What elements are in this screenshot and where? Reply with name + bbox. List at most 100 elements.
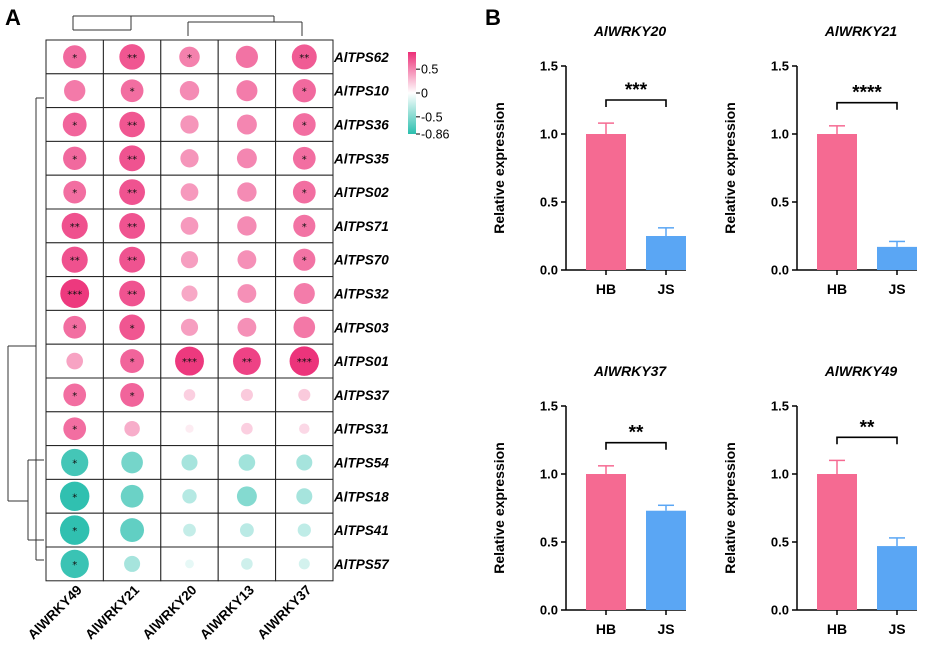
x-tick-label: JS: [888, 621, 905, 637]
row-label: AlTPS18: [333, 489, 389, 504]
bubble: [59, 481, 90, 512]
significance-star: *: [302, 256, 307, 267]
y-tick-label: 0.0: [771, 263, 789, 278]
panel-label-a: A: [5, 5, 21, 30]
significance-label: ****: [852, 83, 882, 104]
significance-star: *: [187, 53, 192, 64]
bubble: [237, 284, 257, 303]
significance-star: **: [127, 188, 137, 199]
bubble: [60, 549, 89, 579]
y-tick-label: 1.0: [771, 467, 789, 482]
significance-star: *: [130, 87, 135, 98]
bubble: [236, 114, 257, 135]
bubble: [121, 451, 143, 474]
bar: [877, 246, 917, 270]
bar-charts: AlWRKY20 Relative expression 0.0 0.5 1.0 1.5 H…: [491, 23, 917, 637]
heatmap-cell: [217, 73, 277, 109]
row-label: AlTPS54: [333, 456, 389, 471]
bubble: [293, 282, 315, 305]
significance-star: **: [242, 357, 252, 368]
bubble: [66, 352, 84, 370]
significance-star: *: [130, 391, 135, 402]
bar: [646, 236, 686, 270]
bubble: [292, 79, 316, 103]
bar: [817, 134, 857, 270]
bubble: [233, 347, 261, 375]
bubble: [241, 558, 253, 570]
y-tick-label: 1.0: [540, 127, 558, 142]
significance-star: **: [70, 222, 80, 233]
colorbar-tick-label: 0.5: [421, 63, 438, 77]
bubble: [185, 424, 194, 433]
significance-star: ***: [67, 290, 82, 301]
significance-star: *: [130, 323, 135, 334]
bubble: [185, 559, 194, 569]
bubble: [236, 148, 257, 169]
significance-star: *: [302, 154, 307, 165]
bubble: [120, 349, 145, 374]
bubble: [237, 250, 257, 270]
row-label: AlTPS03: [333, 320, 389, 335]
bubble: [180, 149, 199, 168]
significance-star: *: [72, 188, 77, 199]
y-tick-label: 0.5: [540, 195, 558, 210]
bubble: [183, 523, 196, 537]
bar-chart-AlWRKY20: AlWRKY20 Relative expression 0.0 0.5 1.0 1.5 H…: [491, 23, 686, 297]
bubble: [120, 484, 144, 508]
bar-chart-title: AlWRKY20: [593, 23, 667, 39]
row-label: AlTPS57: [333, 557, 390, 572]
y-tick-label: 0.0: [540, 603, 558, 618]
significance-star: **: [127, 121, 137, 132]
bubble: [296, 488, 313, 505]
bubble: [120, 518, 145, 543]
significance-star: *: [302, 188, 307, 199]
bubble: [63, 315, 87, 339]
bubble: [293, 214, 316, 237]
y-tick-label: 1.5: [771, 399, 789, 414]
significance-star: *: [72, 425, 77, 436]
significance-star: ***: [297, 357, 312, 368]
bubble: [180, 217, 199, 235]
significance-star: *: [72, 323, 77, 334]
row-label: AlTPS62: [333, 50, 389, 65]
bubble: [61, 212, 88, 239]
significance-label: **: [629, 423, 644, 444]
bubble: [119, 280, 146, 307]
y-tick-label: 1.0: [771, 127, 789, 142]
bar-chart-title: AlWRKY21: [824, 23, 898, 39]
bubble: [63, 180, 87, 204]
bubble: [237, 182, 257, 202]
bubble: [235, 45, 258, 68]
y-tick-label: 1.5: [540, 59, 558, 74]
bubble: [241, 422, 253, 435]
significance-star: *: [72, 526, 77, 537]
bubble: [181, 285, 198, 302]
bar-chart-title: AlWRKY37: [593, 363, 668, 379]
bubble: [292, 180, 316, 204]
significance-star: **: [127, 53, 137, 64]
x-tick-label: HB: [827, 281, 847, 297]
bubble: [298, 558, 310, 570]
bubble: [180, 115, 199, 134]
bubble: [236, 486, 257, 507]
x-tick-label: JS: [657, 621, 674, 637]
bubble: [292, 113, 316, 136]
bubble: [291, 44, 317, 70]
row-label: AlTPS71: [333, 219, 389, 234]
bubble: [299, 423, 310, 434]
bubble: [237, 216, 257, 236]
bubble: [62, 112, 87, 137]
bubble: [63, 146, 87, 170]
bubble: [179, 81, 200, 101]
bubble: [297, 523, 311, 537]
bubble: [293, 248, 316, 271]
significance-star: **: [70, 256, 80, 267]
row-label: AlTPS35: [333, 151, 389, 166]
column-label: AlWRKY20: [140, 582, 200, 642]
heatmap-cell: [275, 242, 334, 278]
bubble: [183, 389, 196, 401]
y-tick-label: 0.0: [540, 263, 558, 278]
bubble: [175, 346, 204, 376]
bar-chart-AlWRKY49: AlWRKY49 Relative expression 0.0 0.5 1.0 1.5 H…: [722, 363, 917, 637]
bubble: [119, 111, 145, 138]
